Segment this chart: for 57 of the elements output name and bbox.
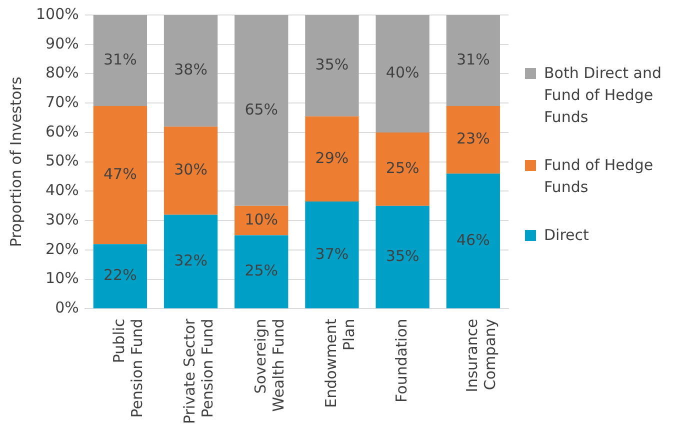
- bar: [305, 202, 359, 308]
- y-tick-label: 40%: [46, 181, 79, 200]
- x-tick-label: Insurance Company: [463, 318, 500, 392]
- data-label: 23%: [456, 130, 490, 148]
- y-tick-label: 90%: [46, 34, 79, 52]
- x-tick-label: Foundation: [392, 318, 410, 402]
- data-label: 25%: [386, 159, 420, 178]
- bar: [376, 206, 430, 308]
- y-tick-label: 60%: [46, 122, 79, 140]
- bar: [93, 15, 148, 106]
- bar: [234, 15, 288, 206]
- bar: [376, 15, 430, 132]
- data-label: 35%: [315, 56, 349, 74]
- bar: [234, 206, 288, 236]
- data-label: 30%: [174, 160, 208, 179]
- bar: [164, 15, 218, 127]
- legend-label: Fund of Hedge Funds: [544, 155, 654, 198]
- y-tick-label: 80%: [46, 64, 79, 82]
- y-tick-label: 50%: [46, 152, 79, 170]
- legend-label: Direct: [544, 225, 589, 246]
- y-tick-label: 70%: [46, 93, 79, 112]
- data-label: 10%: [244, 210, 278, 228]
- data-label: 65%: [244, 100, 278, 118]
- bar: [446, 174, 500, 308]
- bar: [234, 235, 288, 308]
- bar: [446, 15, 500, 106]
- y-tick-label: 0%: [55, 298, 79, 317]
- y-tick-label: 30%: [46, 210, 79, 228]
- y-tick-label: 20%: [46, 240, 79, 258]
- x-tick-label: Endowment Plan: [322, 318, 358, 408]
- bar: [305, 15, 359, 116]
- y-tick-label: 10%: [46, 269, 79, 288]
- data-label: 31%: [456, 50, 490, 68]
- bar: [376, 132, 430, 206]
- data-label: 46%: [456, 230, 490, 249]
- y-tick-label: 100%: [36, 4, 79, 23]
- bar: [446, 106, 500, 174]
- bar: [164, 126, 218, 215]
- legend-label: Both Direct and Fund of Hedge Funds: [544, 63, 663, 128]
- bar: [93, 106, 148, 244]
- data-label: 32%: [174, 251, 208, 270]
- bar: [93, 244, 148, 308]
- data-label: 25%: [244, 262, 278, 280]
- data-label: 22%: [104, 266, 137, 284]
- x-tick-label: Sovereign Wealth Fund: [251, 318, 288, 412]
- data-label: 29%: [315, 148, 349, 167]
- data-label: 40%: [386, 64, 420, 82]
- data-label: 31%: [104, 50, 137, 68]
- data-label: 38%: [174, 60, 208, 79]
- bar: [305, 116, 359, 202]
- y-axis-title: Proportion of Investors: [6, 76, 25, 247]
- data-label: 47%: [104, 164, 137, 183]
- data-label: 37%: [315, 244, 349, 263]
- bar: [164, 214, 218, 308]
- x-tick-label: Public Pension Fund: [110, 318, 146, 418]
- data-label: 35%: [386, 246, 420, 265]
- x-tick-label: Private Sector Pension Fund: [180, 318, 217, 424]
